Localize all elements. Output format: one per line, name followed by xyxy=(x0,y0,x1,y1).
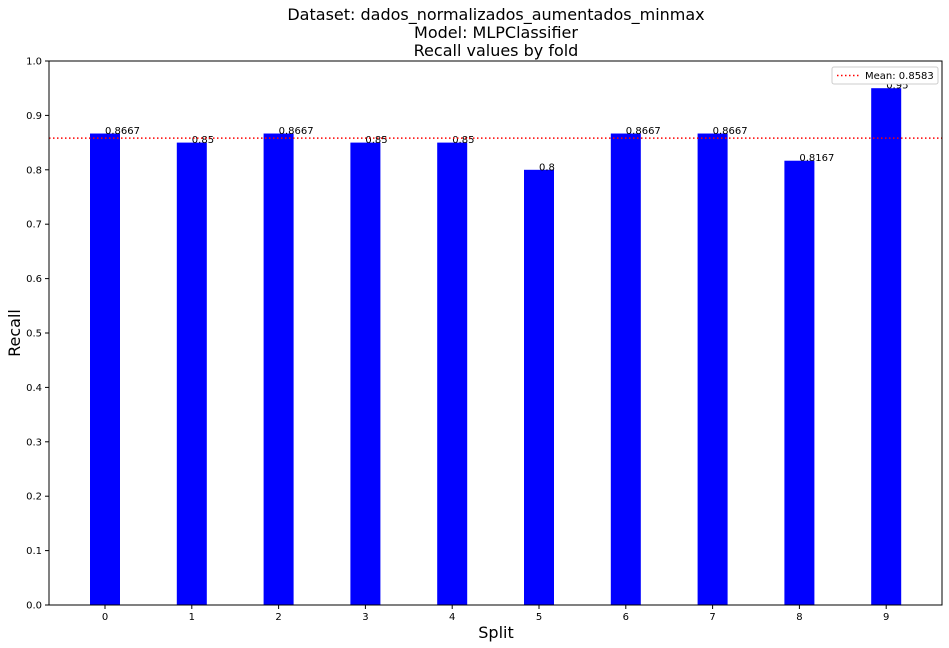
y-tick-label: 1.0 xyxy=(26,57,42,68)
title-line-metric: Recall values by fold xyxy=(414,41,579,60)
bar-split-4 xyxy=(437,142,468,605)
x-tick-label: 9 xyxy=(883,612,889,623)
bar-split-2 xyxy=(263,133,294,605)
y-tick-label: 0.7 xyxy=(26,220,42,231)
title-line-dataset: Dataset: dados_normalizados_aumentados_m… xyxy=(287,5,704,25)
bar-split-0 xyxy=(90,133,120,605)
bar-split-5 xyxy=(524,169,554,606)
x-tick-label: 6 xyxy=(623,612,629,623)
bar-value-label: 0.95 xyxy=(886,81,908,92)
x-axis-label: Split xyxy=(478,623,513,642)
bar-value-label: 0.85 xyxy=(452,135,474,146)
y-tick-label: 0.1 xyxy=(26,546,42,557)
legend: Mean: 0.8583 xyxy=(831,66,939,85)
x-tick-label: 3 xyxy=(362,612,368,623)
bar-value-label: 0.8 xyxy=(539,162,555,173)
x-tick-label: 2 xyxy=(275,612,281,623)
legend-box xyxy=(831,66,939,85)
chart-title: Dataset: dados_normalizados_aumentados_m… xyxy=(287,5,704,60)
bar-value-label: 0.8167 xyxy=(799,153,834,164)
bar-split-8 xyxy=(784,160,815,605)
bar-value-label: 0.8667 xyxy=(626,126,661,137)
bar-value-label: 0.8667 xyxy=(713,126,748,137)
bar-split-3 xyxy=(350,142,381,605)
y-tick-label: 0.4 xyxy=(26,383,42,394)
x-tick-label: 1 xyxy=(189,612,195,623)
plot-area: 0.0 0.1 0.2 0.3 0.4 0.5 0.6 0.7 0.8 0.9 1.0 0 0.8667… xyxy=(26,57,942,623)
y-tick-label: 0.9 xyxy=(26,111,42,122)
bar-value-label: 0.85 xyxy=(192,135,214,146)
title-line-model: Model: MLPClassifier xyxy=(414,23,578,42)
bar-split-1 xyxy=(176,142,207,605)
y-tick-label: 0.6 xyxy=(26,274,42,285)
x-tick-label: 4 xyxy=(449,612,455,623)
x-tick-label: 0 xyxy=(102,612,108,623)
axes-frame xyxy=(48,60,943,606)
y-tick-label: 0.5 xyxy=(26,329,42,340)
x-tick-label: 8 xyxy=(796,612,802,623)
y-tick-label: 0.0 xyxy=(26,601,42,612)
bar-split-6 xyxy=(610,133,641,605)
bar-value-label: 0.85 xyxy=(365,135,387,146)
y-tick-label: 0.8 xyxy=(26,165,42,176)
y-tick-label: 0.3 xyxy=(26,437,42,448)
bar-value-label: 0.8667 xyxy=(279,126,314,137)
bar-split-7 xyxy=(697,133,728,605)
bar-value-label: 0.8667 xyxy=(105,126,140,137)
y-tick-label: 0.2 xyxy=(26,492,42,503)
bar-split-9 xyxy=(871,88,902,605)
x-tick-label: 7 xyxy=(709,612,715,623)
y-axis-label: Recall xyxy=(5,309,24,357)
x-tick-label: 5 xyxy=(536,612,542,623)
legend-mean-label: Mean: 0.8583 xyxy=(865,71,934,82)
